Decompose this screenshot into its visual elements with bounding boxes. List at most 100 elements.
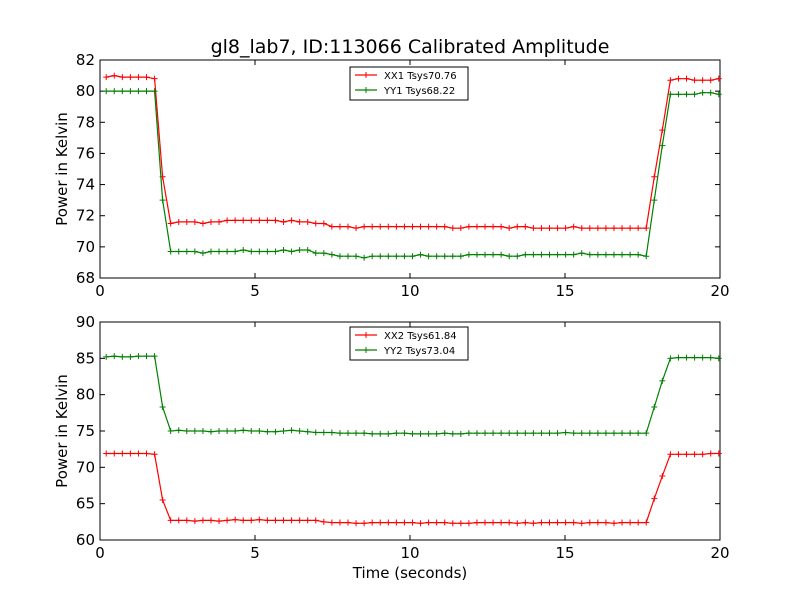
data-point <box>232 516 239 523</box>
legend-marker <box>363 347 369 353</box>
data-point <box>417 520 424 527</box>
data-point <box>409 430 416 437</box>
chart-title: gl8_lab7, ID:113066 Calibrated Amplitude <box>211 36 610 58</box>
data-point <box>336 223 343 230</box>
data-point <box>675 75 682 82</box>
data-point <box>248 248 255 255</box>
data-point <box>465 251 472 258</box>
data-point <box>441 223 448 230</box>
top-subplot: 0 5 10 15 20 68 70 72 74 76 78 80 82 Power in Kelvin X… <box>53 51 730 300</box>
data-point <box>401 430 408 437</box>
data-point <box>207 248 214 255</box>
data-point <box>586 430 593 437</box>
data-point <box>570 430 577 437</box>
data-point <box>530 430 537 437</box>
data-point <box>715 355 722 362</box>
legend: XX1 Tsys70.76 YY1 Tsys68.22 <box>349 66 469 101</box>
data-point <box>409 519 416 526</box>
data-point <box>304 218 311 225</box>
data-point <box>361 254 368 261</box>
data-point <box>167 428 174 434</box>
data-point <box>393 253 400 260</box>
data-point <box>256 248 263 255</box>
data-point <box>683 75 690 82</box>
data-point <box>232 217 239 224</box>
data-point <box>151 451 158 458</box>
data-point <box>345 519 351 526</box>
data-point <box>135 74 142 81</box>
data-point <box>111 72 118 79</box>
data-point <box>320 250 327 257</box>
data-point <box>175 517 182 524</box>
data-point <box>345 223 351 230</box>
data-point <box>159 497 166 504</box>
data-point <box>288 427 295 434</box>
data-point <box>143 88 150 95</box>
data-point <box>199 428 206 434</box>
data-point <box>272 217 279 224</box>
data-point <box>353 253 360 260</box>
data-point <box>296 428 303 434</box>
y-axis-title: Power in Kelvin <box>53 112 71 226</box>
x-tick-label: 0 <box>95 282 105 300</box>
data-point <box>522 223 529 230</box>
data-point <box>498 251 505 258</box>
data-point <box>377 430 384 437</box>
data-point <box>320 429 327 436</box>
data-point <box>643 519 650 526</box>
data-point <box>465 430 472 437</box>
data-point <box>207 428 214 435</box>
data-point <box>586 225 593 232</box>
data-point <box>288 248 295 255</box>
data-point <box>328 429 335 436</box>
data-point <box>143 74 150 81</box>
data-point <box>554 225 561 232</box>
data-point <box>119 450 126 457</box>
data-point <box>691 77 698 84</box>
data-point <box>457 520 464 527</box>
data-point <box>103 74 110 81</box>
legend-label: YY2 Tsys73.04 <box>383 346 455 357</box>
data-point <box>191 248 198 255</box>
data-point <box>328 223 335 230</box>
y-tick-label: 85 <box>76 349 95 367</box>
data-point <box>457 430 464 437</box>
data-point <box>280 428 287 434</box>
data-point <box>538 519 545 526</box>
data-point <box>473 519 480 526</box>
data-point <box>207 517 214 524</box>
data-point <box>425 519 432 526</box>
data-point <box>425 223 432 230</box>
data-point <box>522 251 529 258</box>
data-point <box>554 251 561 258</box>
data-point <box>191 218 198 225</box>
data-point <box>522 519 529 526</box>
data-point <box>224 428 231 434</box>
data-point <box>635 225 642 232</box>
data-point <box>498 430 505 437</box>
data-point <box>369 253 376 260</box>
data-point <box>240 517 247 524</box>
legend-label: YY1 Tsys68.22 <box>383 86 455 97</box>
data-point <box>264 517 271 524</box>
data-point <box>288 217 295 224</box>
data-point <box>369 223 376 230</box>
data-point <box>393 430 400 437</box>
data-point <box>369 519 376 526</box>
data-point <box>530 520 537 527</box>
x-tick-label: 10 <box>400 282 419 300</box>
data-point <box>562 251 569 258</box>
data-point <box>175 218 182 225</box>
data-point <box>143 450 150 457</box>
data-point <box>651 404 658 411</box>
data-point <box>401 519 408 526</box>
data-point <box>256 217 263 224</box>
y-tick-label: 70 <box>76 458 95 476</box>
y-tick-label: 80 <box>76 386 95 404</box>
data-point <box>707 354 714 361</box>
data-point <box>280 517 287 524</box>
data-point <box>482 430 489 437</box>
data-point <box>312 250 319 257</box>
data-point <box>707 89 714 96</box>
data-point <box>441 519 448 526</box>
